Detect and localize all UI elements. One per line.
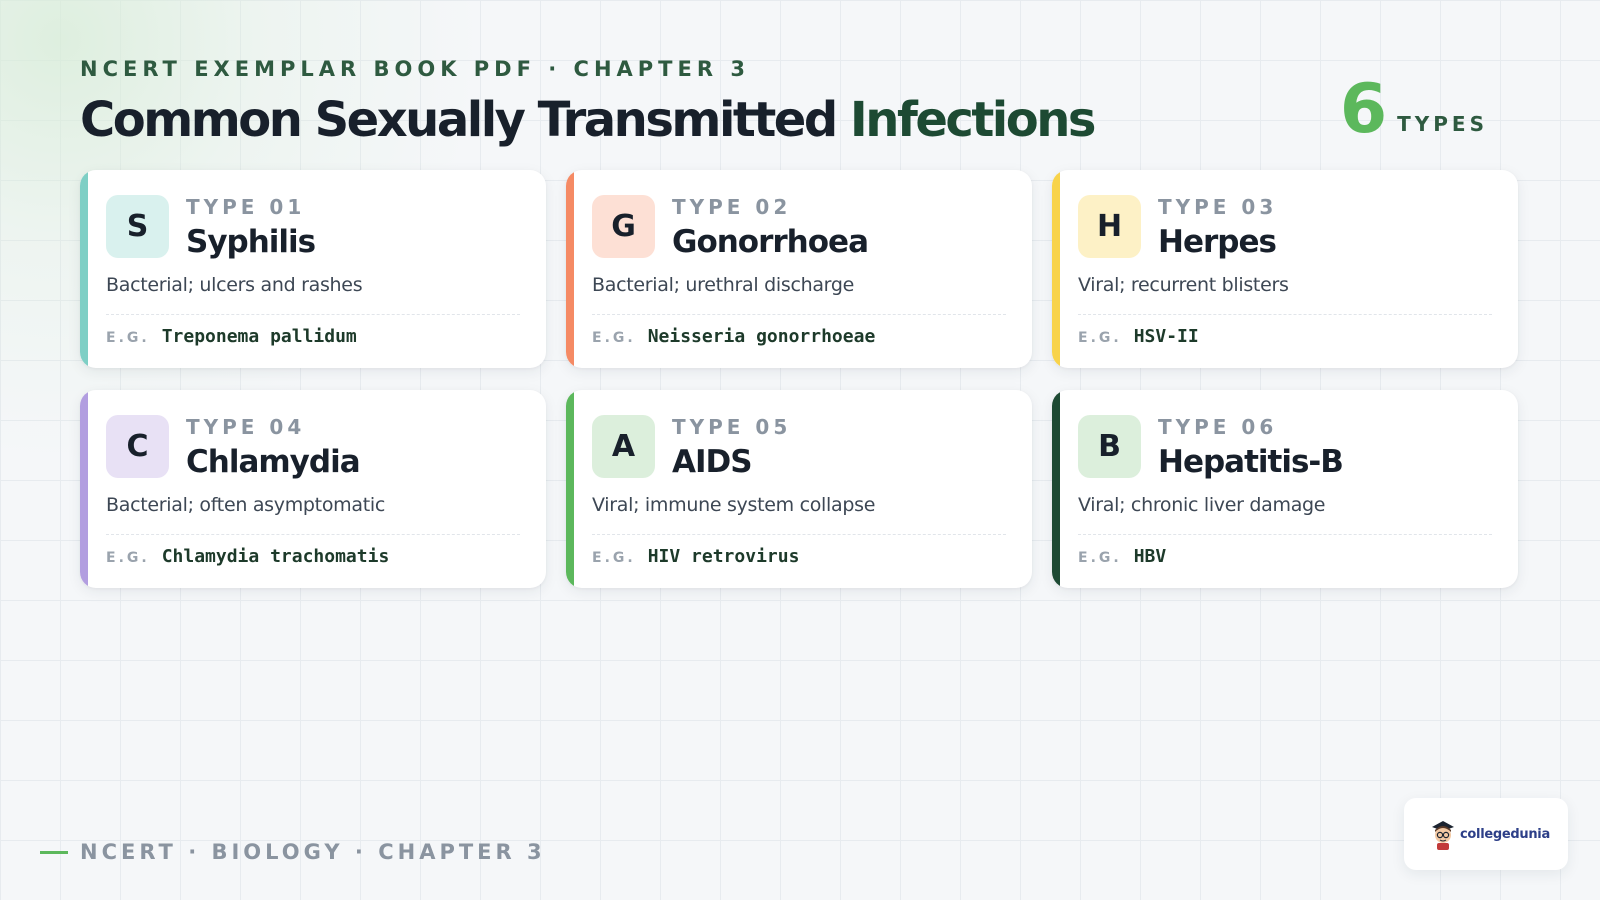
card-example-value: Chlamydia trachomatis (161, 546, 390, 567)
card-example-label: E.G. (1078, 550, 1122, 566)
card-infection-name: AIDS (672, 444, 753, 480)
card-infection-name: Chlamydia (186, 444, 361, 480)
card-example: E.G. Neisseria gonorrhoeae (592, 326, 875, 347)
infection-card-3: H TYPE 03 Herpes Viral; recurrent bliste… (1052, 170, 1518, 368)
footer: NCERT · BIOLOGY · CHAPTER 3 (40, 840, 546, 864)
types-count-number: 6 (1339, 70, 1388, 149)
card-type-label: TYPE 06 (1158, 415, 1278, 439)
card-accent-bar (1052, 390, 1060, 588)
card-divider (106, 534, 520, 535)
card-example-label: E.G. (1078, 330, 1122, 346)
card-example-value: HBV (1133, 546, 1167, 567)
infection-card-6: B TYPE 06 Hepatitis-B Viral; chronic liv… (1052, 390, 1518, 588)
card-letter-badge: G (592, 195, 655, 258)
card-divider (1078, 314, 1492, 315)
card-example-value: Treponema pallidum (161, 326, 357, 347)
chapter-kicker: NCERT EXEMPLAR BOOK PDF · CHAPTER 3 (80, 57, 750, 81)
brand-name: collegedunia (1460, 826, 1550, 842)
card-divider (592, 314, 1006, 315)
card-accent-bar (566, 390, 574, 588)
title-main: Common Sexually Transmitted (80, 92, 850, 148)
card-example-label: E.G. (106, 550, 150, 566)
brand-logo: collegedunia (1404, 798, 1568, 870)
infection-card-1: S TYPE 01 Syphilis Bacterial; ulcers and… (80, 170, 546, 368)
card-example-value: HIV retrovirus (647, 546, 800, 567)
card-letter-badge: H (1078, 195, 1141, 258)
card-letter-badge: A (592, 415, 655, 478)
card-accent-bar (80, 170, 88, 368)
card-description: Bacterial; ulcers and rashes (106, 274, 363, 296)
card-type-label: TYPE 02 (672, 195, 792, 219)
card-infection-name: Herpes (1158, 224, 1277, 260)
types-count-label: TYPES (1397, 112, 1488, 136)
card-description: Bacterial; often asymptomatic (106, 494, 385, 516)
footer-accent-line (40, 850, 68, 854)
card-description: Viral; immune system collapse (592, 494, 876, 516)
card-infection-name: Gonorrhoea (672, 224, 869, 260)
card-example-label: E.G. (592, 330, 636, 346)
card-example-label: E.G. (592, 550, 636, 566)
mascot-icon (1432, 821, 1454, 850)
card-type-label: TYPE 04 (186, 415, 306, 439)
types-count: 6 TYPES (1339, 70, 1488, 149)
card-divider (106, 314, 520, 315)
card-infection-name: Syphilis (186, 224, 316, 260)
card-example-value: HSV-II (1133, 326, 1199, 347)
card-description: Bacterial; urethral discharge (592, 274, 855, 296)
card-example-value: Neisseria gonorrhoeae (647, 326, 876, 347)
card-accent-bar (566, 170, 574, 368)
title-accent: Infections (849, 92, 1097, 148)
card-description: Viral; recurrent blisters (1078, 274, 1289, 296)
card-example: E.G. Chlamydia trachomatis (106, 546, 389, 567)
card-example: E.G. HBV (1078, 546, 1166, 567)
card-type-label: TYPE 03 (1158, 195, 1278, 219)
card-divider (592, 534, 1006, 535)
card-example-label: E.G. (106, 330, 150, 346)
card-example: E.G. Treponema pallidum (106, 326, 357, 347)
card-accent-bar (1052, 170, 1060, 368)
card-type-label: TYPE 05 (672, 415, 792, 439)
infection-cards-grid: S TYPE 01 Syphilis Bacterial; ulcers and… (80, 170, 1518, 588)
card-example: E.G. HSV-II (1078, 326, 1199, 347)
infection-card-4: C TYPE 04 Chlamydia Bacterial; often asy… (80, 390, 546, 588)
card-example: E.G. HIV retrovirus (592, 546, 799, 567)
card-accent-bar (80, 390, 88, 588)
page-title: Common Sexually Transmitted Infections (80, 92, 1097, 148)
footer-text: NCERT · BIOLOGY · CHAPTER 3 (80, 840, 546, 864)
infection-card-5: A TYPE 05 AIDS Viral; immune system coll… (566, 390, 1032, 588)
card-letter-badge: B (1078, 415, 1141, 478)
card-divider (1078, 534, 1492, 535)
card-description: Viral; chronic liver damage (1078, 494, 1326, 516)
infection-card-2: G TYPE 02 Gonorrhoea Bacterial; urethral… (566, 170, 1032, 368)
card-type-label: TYPE 01 (186, 195, 306, 219)
card-infection-name: Hepatitis-B (1158, 444, 1344, 480)
card-letter-badge: S (106, 195, 169, 258)
card-letter-badge: C (106, 415, 169, 478)
